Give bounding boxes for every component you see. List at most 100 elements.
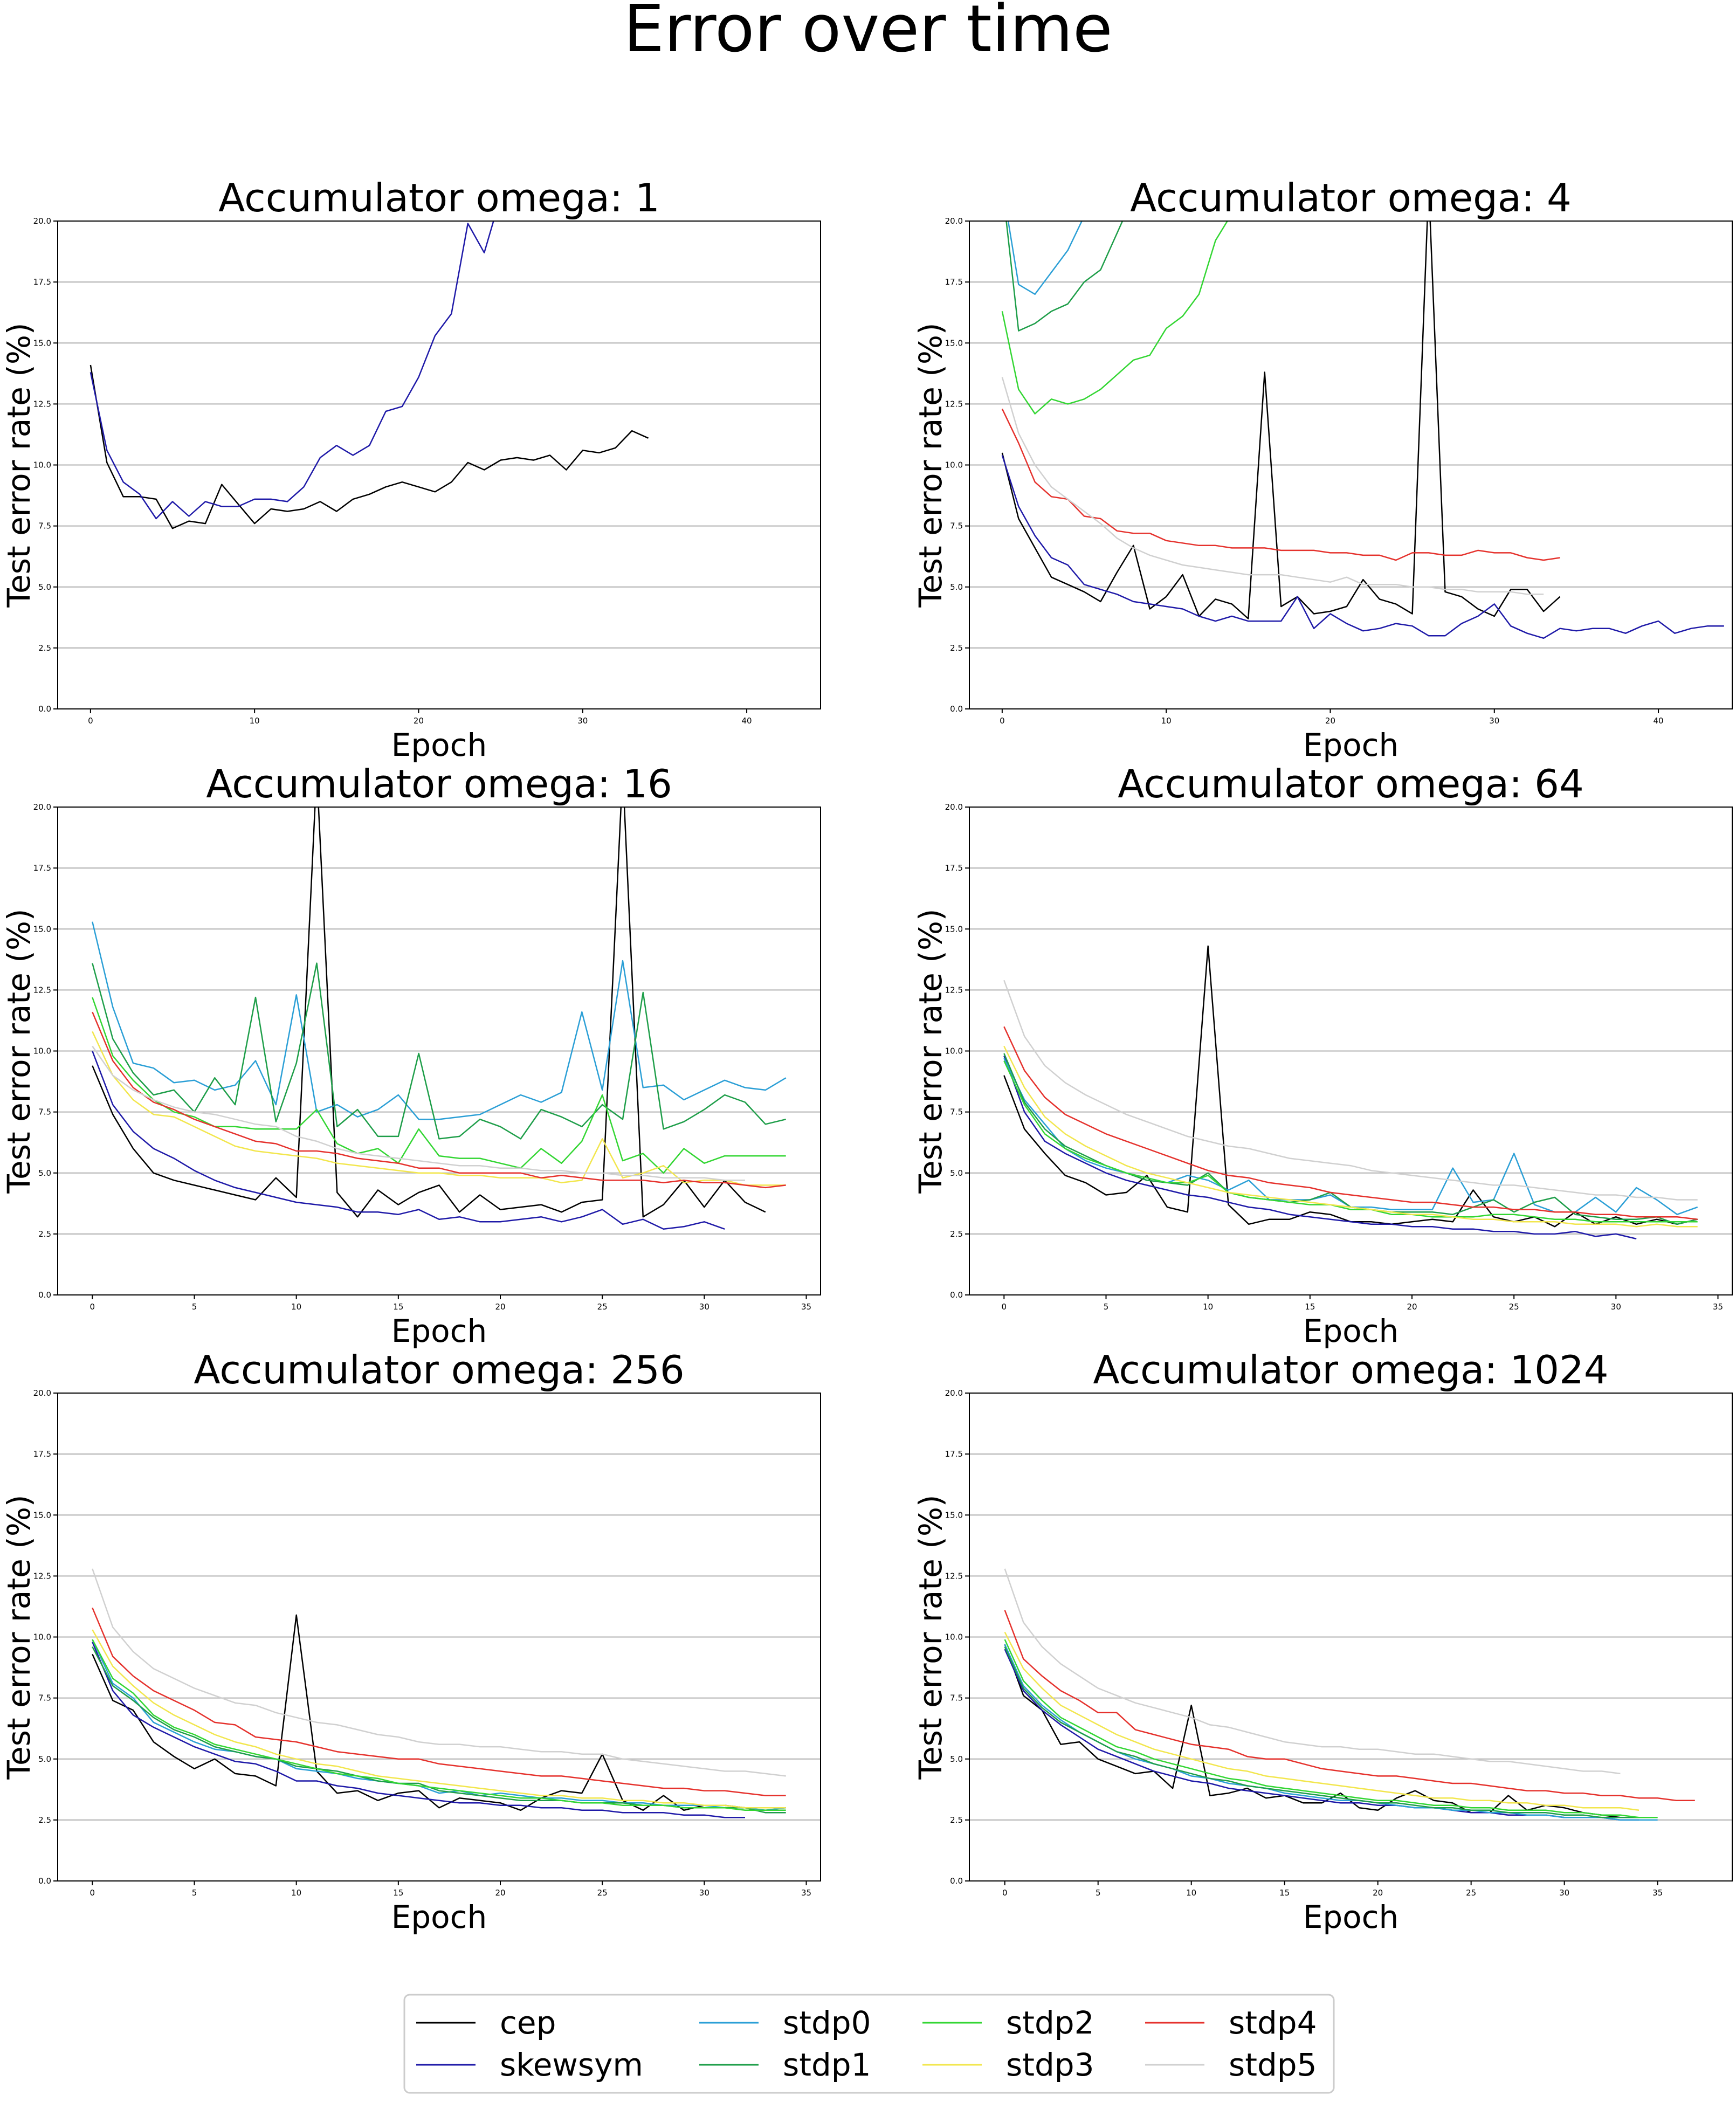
series-stdp4 [1004,1610,1695,1801]
x-axis-label: Epoch [391,727,487,763]
x-tick-label: 35 [801,1888,811,1898]
x-tick-label: 5 [192,1888,197,1898]
series-stdp0 [1004,1644,1658,1821]
x-tick-label: 0 [90,1302,95,1312]
series-stdp5 [1004,1568,1621,1775]
series-stdp3 [92,1629,786,1809]
y-tick-label: 10.0 [33,460,51,470]
x-axis-label: Epoch [1303,1313,1399,1349]
series-cep [89,364,649,529]
y-tick-label: 7.5 [38,521,51,531]
series-skewsym [1004,1649,1639,1821]
y-tick-label: 0.0 [38,704,51,714]
x-tick-label: 30 [1489,716,1499,726]
y-tick-label: 5.0 [38,1754,51,1764]
panel-title: Accumulator omega: 4 [1130,175,1572,220]
series-stdp2 [1003,1060,1698,1223]
x-tick-label: 10 [1203,1302,1213,1312]
series-stdp1 [1005,221,1124,332]
x-tick-label: 15 [1305,1302,1315,1312]
y-axis-label: Test error rate (%) [912,908,949,1194]
y-tick-label: 10.0 [945,460,963,470]
panel-title: Accumulator omega: 1024 [1093,1347,1608,1393]
x-tick-label: 0 [1002,1302,1007,1312]
legend-label-stdp0: stdp0 [783,2004,871,2041]
panel-title: Accumulator omega: 16 [206,761,672,807]
y-tick-label: 15.0 [33,338,51,348]
y-tick-label: 2.5 [950,643,963,653]
x-tick-label: 10 [250,716,260,726]
x-tick-label: 20 [495,1888,505,1898]
x-tick-label: 20 [1373,1888,1383,1898]
x-axis-label: Epoch [1303,1899,1399,1935]
y-tick-label: 5.0 [950,582,963,592]
legend-box [403,1994,1335,2094]
x-tick-label: 20 [414,716,424,726]
x-tick-label: 0 [90,1888,95,1898]
x-tick-label: 20 [1325,716,1335,726]
panel-3: 0.0 2.5 5.0 7.5 10.0 12.5 15.0 17.5 20.0 0 5 10 15 20… [1,761,821,1349]
y-tick-label: 12.5 [945,985,963,995]
y-tick-label: 17.5 [33,863,51,873]
x-tick-label: 30 [577,716,588,726]
legend-label-cep: cep [500,2004,556,2041]
series-stdp0 [1003,1058,1698,1215]
series-stdp3 [92,1031,786,1186]
y-tick-label: 12.5 [945,399,963,409]
y-tick-label: 15.0 [945,1510,963,1520]
y-tick-label: 10.0 [33,1046,51,1056]
y-tick-label: 12.5 [33,399,51,409]
series-stdp4 [1003,1026,1698,1220]
series-stdp2 [1004,1639,1658,1818]
y-tick-label: 2.5 [950,1815,963,1825]
y-tick-label: 5.0 [38,582,51,592]
legend-label-skewsym: skewsym [500,2046,643,2083]
series-stdp4 [1001,408,1560,561]
series-stdp3 [1004,1631,1639,1811]
series-skewsym [92,1051,725,1230]
x-tick-label: 30 [699,1888,709,1898]
x-tick-label: 5 [1096,1888,1101,1898]
series-skewsym [1003,1056,1637,1240]
y-axis-label: Test error rate (%) [912,322,949,608]
x-tick-label: 5 [1104,1302,1109,1312]
series-stdp0 [92,921,787,1120]
y-tick-label: 5.0 [38,1168,51,1178]
series-skewsym [1001,455,1724,639]
y-tick-label: 12.5 [33,985,51,995]
x-tick-label: 35 [1652,1888,1663,1898]
x-tick-label: 25 [1466,1888,1476,1898]
series-cep [1001,221,1561,619]
x-tick-label: 20 [1407,1302,1417,1312]
panel-6: 0.0 2.5 5.0 7.5 10.0 12.5 15.0 17.5 20.0 0 5 10 15 20… [912,1347,1733,1935]
x-tick-label: 25 [597,1888,608,1898]
series-stdp3 [1003,1045,1698,1228]
panel-1: 0.0 2.5 5.0 7.5 10.0 12.5 15.0 17.5 20.0 0 10 20 30 4… [1,175,821,763]
panel-2: 0.0 2.5 5.0 7.5 10.0 12.5 15.0 17.5 20.0 0 10 20 30 4… [912,175,1733,763]
y-tick-label: 12.5 [945,1571,963,1581]
y-tick-label: 17.5 [945,1449,963,1459]
series-stdp1 [1004,1646,1658,1818]
series-stdp0 [1007,221,1083,295]
legend-label-stdp4: stdp4 [1229,2004,1317,2041]
legend-label-stdp5: stdp5 [1229,2046,1317,2083]
legend-label-stdp1: stdp1 [783,2046,871,2083]
y-tick-label: 12.5 [33,1571,51,1581]
y-tick-label: 5.0 [950,1754,963,1764]
series-skewsym [92,1642,745,1818]
x-tick-label: 5 [192,1302,197,1312]
y-tick-label: 5.0 [950,1168,963,1178]
x-tick-label: 30 [1611,1302,1621,1312]
x-tick-label: 35 [1713,1302,1723,1312]
y-tick-label: 10.0 [33,1632,51,1642]
y-tick-label: 17.5 [33,277,51,287]
x-tick-label: 40 [742,716,752,726]
y-tick-label: 15.0 [945,338,963,348]
series-stdp5 [1001,377,1544,595]
y-tick-label: 0.0 [950,1876,963,1886]
y-tick-label: 2.5 [38,1229,51,1239]
series-cep [92,807,766,1218]
y-tick-label: 2.5 [38,643,51,653]
y-tick-label: 17.5 [33,1449,51,1459]
y-tick-label: 7.5 [950,1693,963,1703]
